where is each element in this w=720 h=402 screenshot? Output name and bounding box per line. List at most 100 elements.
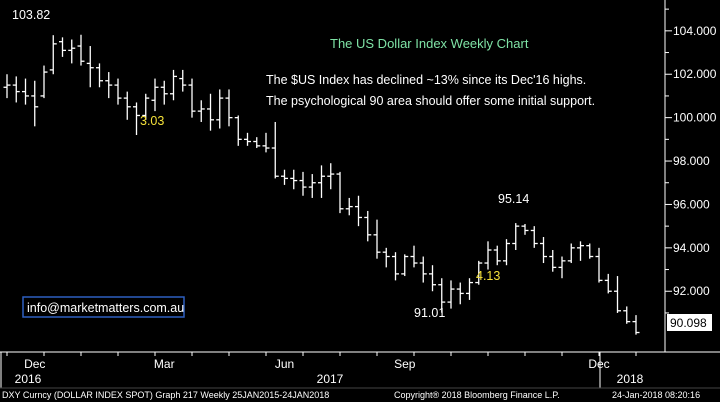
ohlc-bar	[447, 280, 455, 309]
ohlc-bar	[244, 132, 251, 146]
ohlc-bar	[429, 265, 436, 292]
ohlc-bar	[355, 195, 362, 227]
ohlc-bar	[216, 89, 224, 129]
footer-mid: Copyright® 2018 Bloomberg Finance L.P.	[394, 390, 560, 400]
ohlc-bar	[438, 278, 446, 313]
ohlc-bar	[68, 39, 76, 64]
ohlc-bar	[604, 273, 612, 294]
last-value-box	[667, 314, 712, 331]
ohlc-bar	[345, 197, 353, 216]
x-tick-label: Jun	[275, 357, 294, 371]
footer-left: DXY Curncy (DOLLAR INDEX SPOT) Graph 217…	[2, 390, 329, 400]
ohlc-bar	[373, 219, 381, 259]
ohlc-bar	[382, 247, 390, 268]
chart-note-2: The psychological 90 area should offer s…	[266, 94, 595, 108]
year-label: 2017	[317, 372, 344, 386]
ohlc-bars	[3, 34, 640, 335]
ohlc-bar	[123, 91, 131, 120]
ohlc-bar	[105, 72, 113, 99]
ohlc-bar	[253, 137, 261, 149]
y-tick-label: 96.000	[673, 197, 710, 211]
ohlc-bar	[503, 239, 510, 266]
ohlc-bar	[466, 278, 473, 300]
y-axis-ticks: 104.000 102.000 100.000 98.000 96.000 94.000 9…	[665, 8, 717, 314]
ohlc-bar	[207, 93, 214, 131]
ohlc-bar	[401, 254, 409, 277]
y-tick-label: 92.000	[673, 284, 710, 298]
ohlc-bar	[3, 74, 11, 99]
ohlc-bar	[271, 121, 279, 179]
year-label: 2016	[15, 372, 42, 386]
ohlc-bar	[577, 241, 584, 261]
ohlc-bar	[364, 210, 372, 242]
ohlc-bar	[484, 241, 492, 270]
ohlc-bar	[299, 171, 307, 196]
ohlc-bar	[12, 76, 20, 103]
y-tick-label: 94.000	[673, 241, 710, 255]
x-tick-label: Dec	[24, 357, 45, 371]
ohlc-bar	[614, 276, 621, 313]
ohlc-bar	[170, 69, 177, 101]
ohlc-bar	[114, 78, 122, 105]
ohlc-bar	[290, 169, 298, 190]
ohlc-bar	[632, 315, 640, 335]
ohlc-bar	[151, 78, 159, 112]
ohlc-bar	[327, 163, 335, 190]
ohlc-bar	[77, 34, 85, 66]
ohlc-bar	[308, 174, 316, 198]
annotation-sep-low: 91.01	[414, 306, 445, 320]
ohlc-bar	[49, 35, 57, 75]
x-tick-label: Mar	[154, 357, 175, 371]
ohlc-bar	[40, 65, 48, 99]
ohlc-bar	[225, 89, 233, 127]
ohlc-bar	[133, 102, 140, 135]
ohlc-bar	[262, 132, 270, 153]
ohlc-bar	[392, 252, 399, 281]
ohlc-bar	[318, 165, 325, 198]
ohlc-bar	[336, 171, 344, 214]
ohlc-bar	[549, 250, 557, 272]
ohlc-bar	[234, 115, 242, 146]
annotation-sep-high: 95.14	[498, 192, 529, 206]
ohlc-bar	[540, 236, 547, 264]
ohlc-bar	[410, 245, 418, 268]
year-label: 2018	[617, 372, 644, 386]
annotation-high: 103.82	[12, 8, 50, 22]
x-tick-label: Sep	[394, 357, 416, 371]
ohlc-bar	[96, 63, 103, 88]
ohlc-bar	[179, 69, 187, 92]
ohlc-bar	[59, 37, 66, 57]
ohlc-bar	[456, 282, 464, 305]
ohlc-bar	[567, 243, 575, 264]
x-tick-label: Dec	[588, 357, 609, 371]
y-tick-label: 104.000	[673, 24, 717, 38]
chart-title: The US Dollar Index Weekly Chart	[330, 36, 529, 51]
y-tick-label: 100.000	[673, 111, 717, 125]
ohlc-bar	[512, 223, 520, 251]
ohlc-bar	[197, 100, 205, 122]
last-value-label: 90.098	[670, 316, 707, 330]
annotation-mar: 3.03	[140, 114, 164, 128]
ohlc-bar	[586, 243, 594, 259]
ohlc-bar	[86, 46, 94, 88]
ohlc-bar	[160, 80, 168, 105]
chart-note-1: The $US Index has declined ~13% since it…	[266, 73, 586, 87]
ohlc-bar	[493, 245, 501, 266]
ohlc-bar	[281, 169, 288, 185]
ohlc-bar	[22, 78, 29, 105]
ohlc-bar	[623, 306, 631, 324]
y-tick-label: 98.000	[673, 154, 710, 168]
ohlc-bar	[521, 223, 529, 235]
ohlc-bar	[142, 93, 150, 120]
ohlc-bar	[31, 80, 39, 127]
ohlc-bar	[188, 78, 196, 118]
ohlc-bar	[530, 226, 538, 248]
ohlc-bar	[558, 256, 566, 279]
footer-right: 24-Jan-2018 08:20:16	[612, 390, 700, 400]
email-box	[22, 296, 185, 318]
email-text: info@marketmatters.com.au	[27, 301, 184, 315]
ohlc-bar	[595, 247, 603, 283]
y-tick-label: 102.000	[673, 67, 717, 81]
